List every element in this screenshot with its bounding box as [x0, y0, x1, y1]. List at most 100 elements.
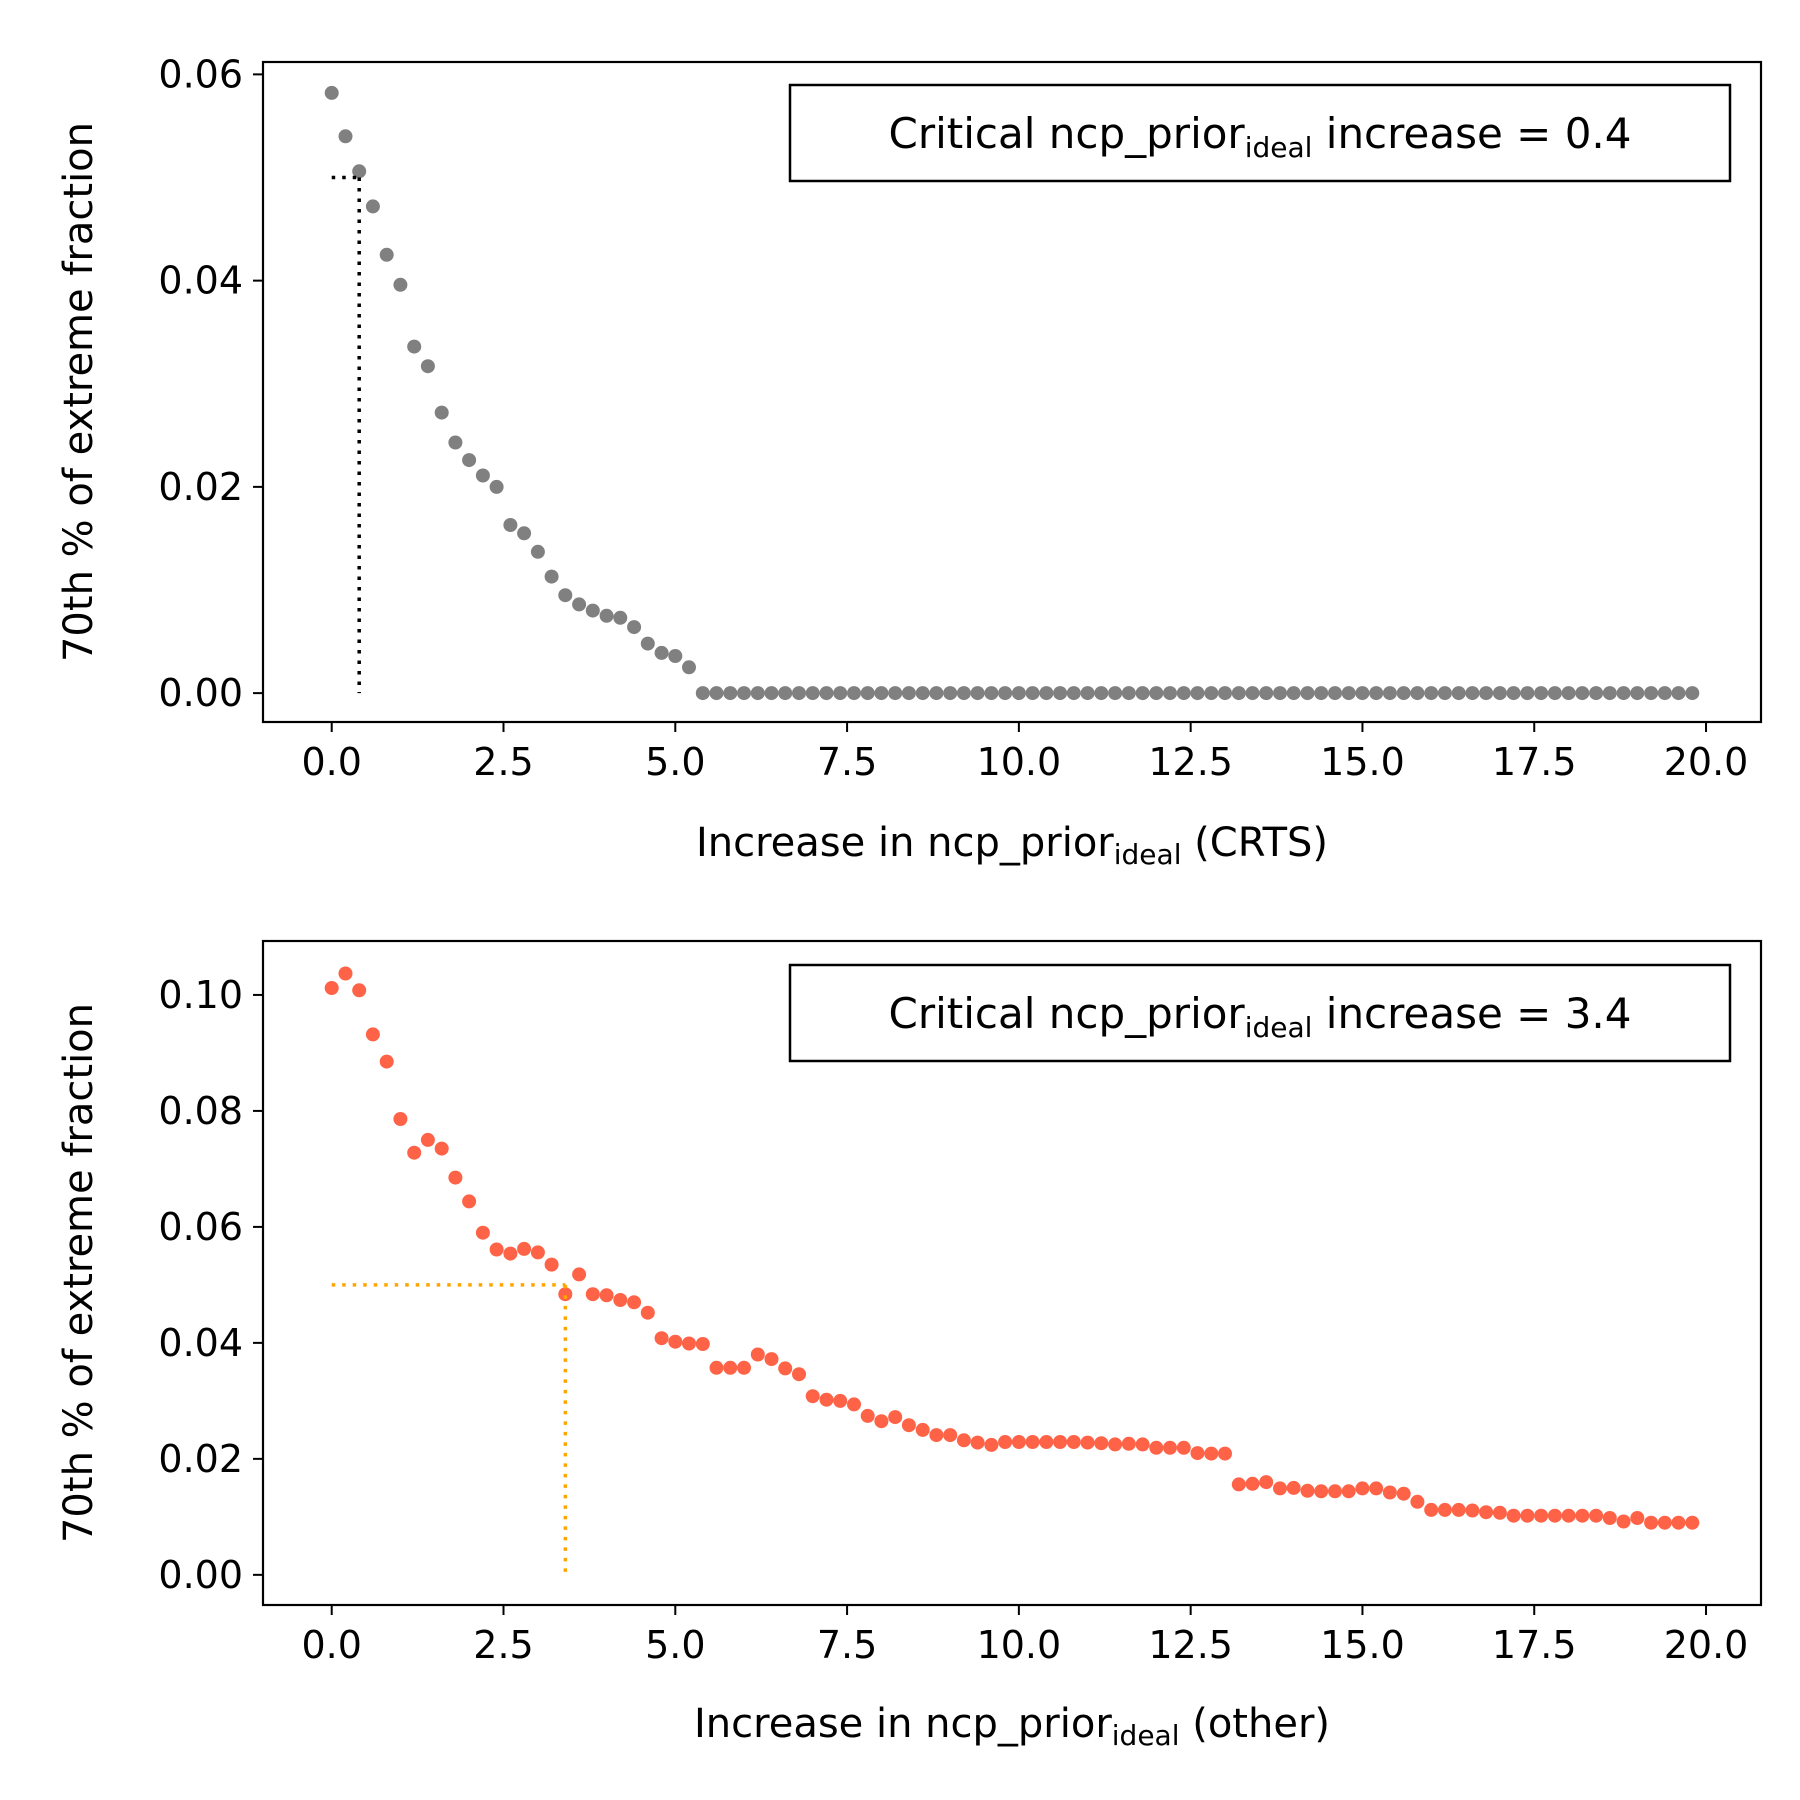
bottom-data-point — [1534, 1508, 1549, 1523]
top-x-tick-label: 10.0 — [977, 740, 1062, 784]
top-data-point — [1355, 686, 1370, 701]
bottom-data-point — [1657, 1515, 1672, 1530]
bottom-data-point — [984, 1437, 999, 1452]
bottom-y-tick-label: 0.10 — [158, 973, 243, 1017]
top-data-point — [1410, 686, 1425, 701]
bottom-data-point — [860, 1408, 875, 1423]
top-data-point — [1259, 686, 1274, 701]
bottom-data-point — [1190, 1446, 1205, 1461]
bottom-data-point — [1465, 1503, 1480, 1518]
top-data-point — [1382, 686, 1397, 701]
top-data-point — [365, 199, 380, 214]
bottom-data-point — [434, 1141, 449, 1156]
bottom-data-point — [1520, 1508, 1535, 1523]
bottom-data-point — [324, 981, 339, 995]
bottom-data-point — [682, 1336, 696, 1351]
top-data-point — [627, 620, 642, 635]
top-data-point — [750, 686, 765, 701]
bottom-data-point — [1424, 1502, 1439, 1517]
bottom-legend-text: Critical ncp_priorideal increase = 3.4 — [889, 989, 1632, 1044]
top-data-point — [475, 468, 490, 483]
top-data-point — [352, 164, 367, 179]
bottom-data-point — [737, 1360, 751, 1375]
bottom-data-point — [1025, 1435, 1040, 1449]
top-data-point — [558, 588, 573, 603]
bottom-data-point — [1066, 1435, 1081, 1449]
bottom-x-tick-label: 0.0 — [301, 1623, 361, 1667]
bottom-data-point — [1644, 1515, 1659, 1530]
top-y-tick-label: 0.04 — [158, 259, 243, 303]
bottom-data-point — [1369, 1481, 1384, 1496]
bottom-data-point — [1231, 1477, 1246, 1492]
bottom-data-point — [1506, 1508, 1521, 1523]
top-data-point — [1561, 686, 1576, 701]
top-scatter-points — [324, 85, 1700, 701]
bottom-data-point — [1382, 1485, 1397, 1500]
top-data-point — [1630, 686, 1645, 701]
top-data-point — [984, 686, 999, 701]
top-data-point — [1300, 686, 1315, 701]
bottom-x-tick-label: 12.5 — [1148, 1623, 1233, 1667]
top-data-point — [929, 686, 944, 701]
top-data-point — [338, 129, 353, 144]
top-data-point — [544, 569, 559, 584]
bottom-data-point — [929, 1428, 944, 1443]
bottom-data-point — [1561, 1508, 1576, 1523]
top-data-point — [1644, 686, 1659, 701]
bottom-data-point — [365, 1027, 380, 1042]
bottom-data-point — [1410, 1494, 1425, 1509]
bottom-data-point — [475, 1225, 490, 1240]
top-data-point — [888, 686, 903, 701]
bottom-data-point — [1451, 1502, 1466, 1517]
bottom-data-point — [1286, 1480, 1301, 1495]
top-data-point — [1520, 686, 1535, 701]
bottom-data-point — [1575, 1508, 1590, 1523]
bottom-data-point — [764, 1352, 779, 1367]
top-data-point — [1534, 686, 1549, 701]
bottom-data-point — [338, 966, 353, 981]
bottom-data-point — [1163, 1440, 1177, 1455]
top-y-ticks: 0.00 0.02 0.04 0.06 — [158, 52, 263, 715]
bottom-data-point — [585, 1287, 600, 1302]
top-data-point — [420, 359, 435, 374]
top-data-point — [1025, 686, 1040, 701]
top-data-point — [1451, 686, 1466, 701]
bottom-data-point — [723, 1360, 738, 1375]
bottom-data-point — [462, 1194, 477, 1209]
top-data-point — [1657, 686, 1672, 701]
bottom-data-point — [915, 1422, 930, 1437]
bottom-x-tick-label: 5.0 — [645, 1623, 705, 1667]
bottom-data-point — [530, 1245, 545, 1260]
bottom-data-point — [1602, 1511, 1617, 1525]
bottom-data-point — [943, 1428, 958, 1443]
bottom-data-point — [1355, 1481, 1370, 1496]
bottom-data-point — [1245, 1476, 1260, 1491]
bottom-panel: 0.0 2.5 5.0 7.5 10.0 12.5 15.0 17.5 20.0 0.000.0… — [56, 939, 1763, 1752]
bottom-data-point — [1685, 1515, 1700, 1530]
bottom-x-tick-label: 7.5 — [817, 1623, 877, 1667]
bottom-data-point — [1314, 1484, 1329, 1499]
bottom-y-tick-label: 0.04 — [158, 1321, 243, 1365]
top-data-point — [572, 597, 587, 612]
top-data-point — [1314, 686, 1329, 701]
top-data-point — [1492, 686, 1507, 701]
bottom-data-point — [489, 1242, 504, 1257]
bottom-y-tick-label: 0.08 — [158, 1089, 243, 1133]
bottom-data-point — [1108, 1437, 1123, 1452]
top-data-point — [599, 608, 614, 623]
bottom-x-tick-label: 17.5 — [1492, 1623, 1577, 1667]
top-data-point — [764, 686, 779, 701]
top-panel: 0.0 2.5 5.0 7.5 10.0 12.5 15.0 17.5 20.0 0.000.0… — [56, 52, 1763, 871]
bottom-scatter-points — [324, 966, 1700, 1530]
bottom-data-point — [640, 1305, 655, 1320]
top-data-point — [1616, 686, 1631, 701]
bottom-data-point — [1053, 1435, 1068, 1449]
top-data-point — [1685, 686, 1700, 701]
bottom-critical-guides — [331, 1283, 568, 1575]
top-data-point — [723, 686, 738, 701]
bottom-data-point — [379, 1054, 394, 1069]
bottom-data-point — [1094, 1436, 1109, 1451]
bottom-data-point — [599, 1288, 614, 1303]
bottom-data-point — [805, 1389, 820, 1404]
top-data-point — [1506, 686, 1521, 701]
